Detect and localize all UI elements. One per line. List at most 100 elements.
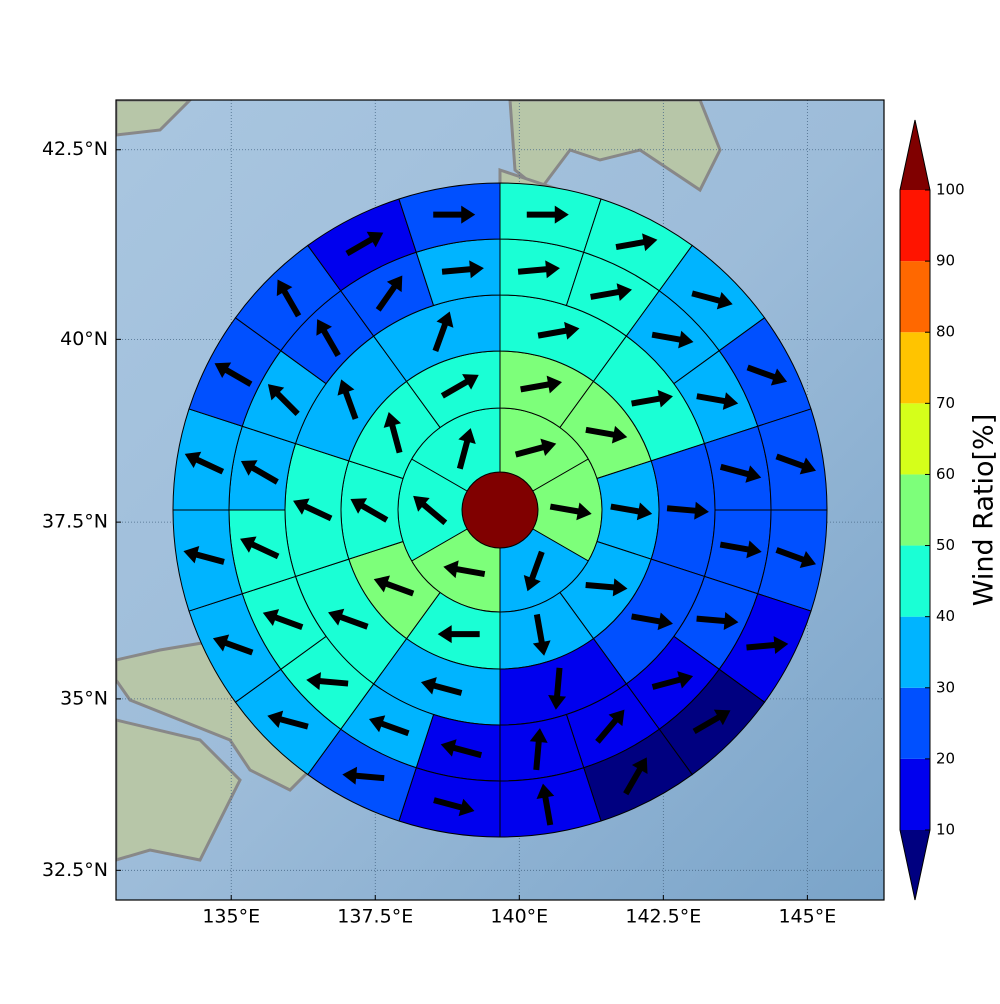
wind-arrow (342, 766, 385, 785)
colorbar-segment (900, 403, 930, 475)
wind-arrow (267, 710, 309, 730)
wind-arrow (440, 374, 479, 399)
wind-arrow (214, 362, 253, 387)
x-tick-label: 137.5°E (337, 906, 413, 928)
colorbar-tick-label: 70 (936, 394, 955, 412)
wind-arrow (537, 321, 580, 340)
wind-arrow (328, 608, 369, 630)
wind-arrow (369, 715, 410, 737)
wind-arrow (316, 319, 341, 357)
wind-arrow (532, 613, 551, 656)
wind-arrow (775, 453, 816, 475)
colorbar-tick-label: 40 (936, 607, 955, 625)
colorbar-over (900, 120, 930, 190)
wind-arrow (623, 757, 648, 796)
colorbar-segment (900, 616, 930, 688)
wind-arrow (345, 231, 384, 257)
wind-arrow (514, 438, 557, 458)
wind-arrow (631, 612, 673, 631)
colorbar-tick-label: 80 (936, 323, 955, 341)
y-tick-label: 37.5°N (42, 511, 108, 533)
wind-arrow (549, 502, 592, 521)
wind-arrow (440, 739, 483, 759)
colorbar-tick-label: 50 (936, 536, 955, 554)
wind-arrow (746, 636, 789, 655)
x-tick-label: 135°E (202, 906, 260, 928)
y-tick-label: 35°N (60, 687, 108, 709)
wind-arrow (375, 275, 403, 312)
wind-arrow (526, 205, 569, 224)
wind-arrow (523, 550, 545, 592)
wind-arrow (536, 783, 555, 826)
wind-arrow (529, 728, 548, 771)
wind-arrow (441, 260, 484, 279)
x-tick-label: 145°E (778, 906, 836, 928)
colorbar-label: Wind Ratio[%] (969, 414, 1000, 606)
wind-arrow (262, 609, 304, 630)
wind-arrow (691, 290, 733, 310)
colorbar-segment (900, 545, 930, 617)
colorbar-segment (900, 758, 930, 830)
wind-arrow (432, 311, 454, 352)
wind-arrow (746, 364, 788, 386)
wind-arrow (719, 540, 762, 559)
wind-arrow (240, 460, 279, 485)
y-tick-label: 40°N (60, 328, 108, 350)
wind-arrow (615, 233, 658, 252)
colorbar-tick-label: 20 (936, 749, 955, 767)
wind-arrow (433, 797, 475, 817)
wind-arrow (548, 667, 567, 710)
x-tick-label: 140°E (490, 906, 548, 928)
wind-arrow (183, 546, 225, 565)
colorbar-tick-label: 60 (936, 465, 955, 483)
wind-arrow (651, 671, 694, 690)
wind-arrow (595, 709, 625, 744)
wind-arrow (456, 428, 476, 470)
wind-arrow (517, 260, 560, 279)
wind-arrow (293, 498, 333, 522)
wind-arrow (651, 330, 694, 349)
wind-arrow (520, 375, 562, 394)
wind-arrow (443, 560, 486, 579)
arrows (183, 205, 816, 826)
y-tick-label: 42.5°N (42, 138, 108, 160)
colorbar-segment (900, 190, 930, 262)
wind-arrow (437, 625, 480, 644)
colorbar-under (900, 830, 930, 900)
axes: 135°E 137.5°E 140°E 142.5°E 145°E 32.5°N 35°N 3… (42, 138, 836, 927)
wind-arrow (610, 502, 653, 521)
wind-arrow (383, 412, 403, 454)
wind-arrow (276, 279, 302, 318)
colorbar-segment (900, 261, 930, 333)
plot-frame (115, 99, 885, 901)
colorbar-segment (900, 687, 930, 759)
wind-arrow (306, 672, 349, 691)
wind-arrow (696, 392, 739, 410)
colorbar-tick-label: 10 (936, 821, 955, 839)
colorbar-tick-label: 100 (936, 181, 965, 199)
wind-arrow (240, 536, 280, 560)
colorbar-tick-label: 90 (936, 252, 955, 270)
wind-arrow (631, 389, 673, 408)
wind-arrow (413, 495, 448, 526)
wind-arrow (692, 709, 731, 735)
colorbar-segment (900, 474, 930, 546)
wind-arrow (696, 612, 739, 630)
wind-arrow (719, 463, 762, 483)
sectors (172, 182, 828, 838)
wind-arrow (267, 384, 300, 416)
wind-arrow (775, 547, 816, 568)
wind-arrow (433, 205, 476, 224)
wind-arrow (420, 677, 463, 696)
colorbar-tick-label: 30 (936, 678, 955, 696)
wind-arrow (585, 578, 628, 597)
wind-arrow (350, 498, 389, 523)
colorbar: 10 20 30 40 50 60 70 80 90 100 (899, 119, 965, 901)
colorbar-segment (900, 332, 930, 404)
wind-arrow (585, 425, 628, 444)
wind-arrow (373, 575, 415, 597)
y-tick-label: 32.5°N (42, 859, 108, 881)
wind-arrow (590, 283, 632, 301)
wind-arrow (666, 501, 709, 520)
